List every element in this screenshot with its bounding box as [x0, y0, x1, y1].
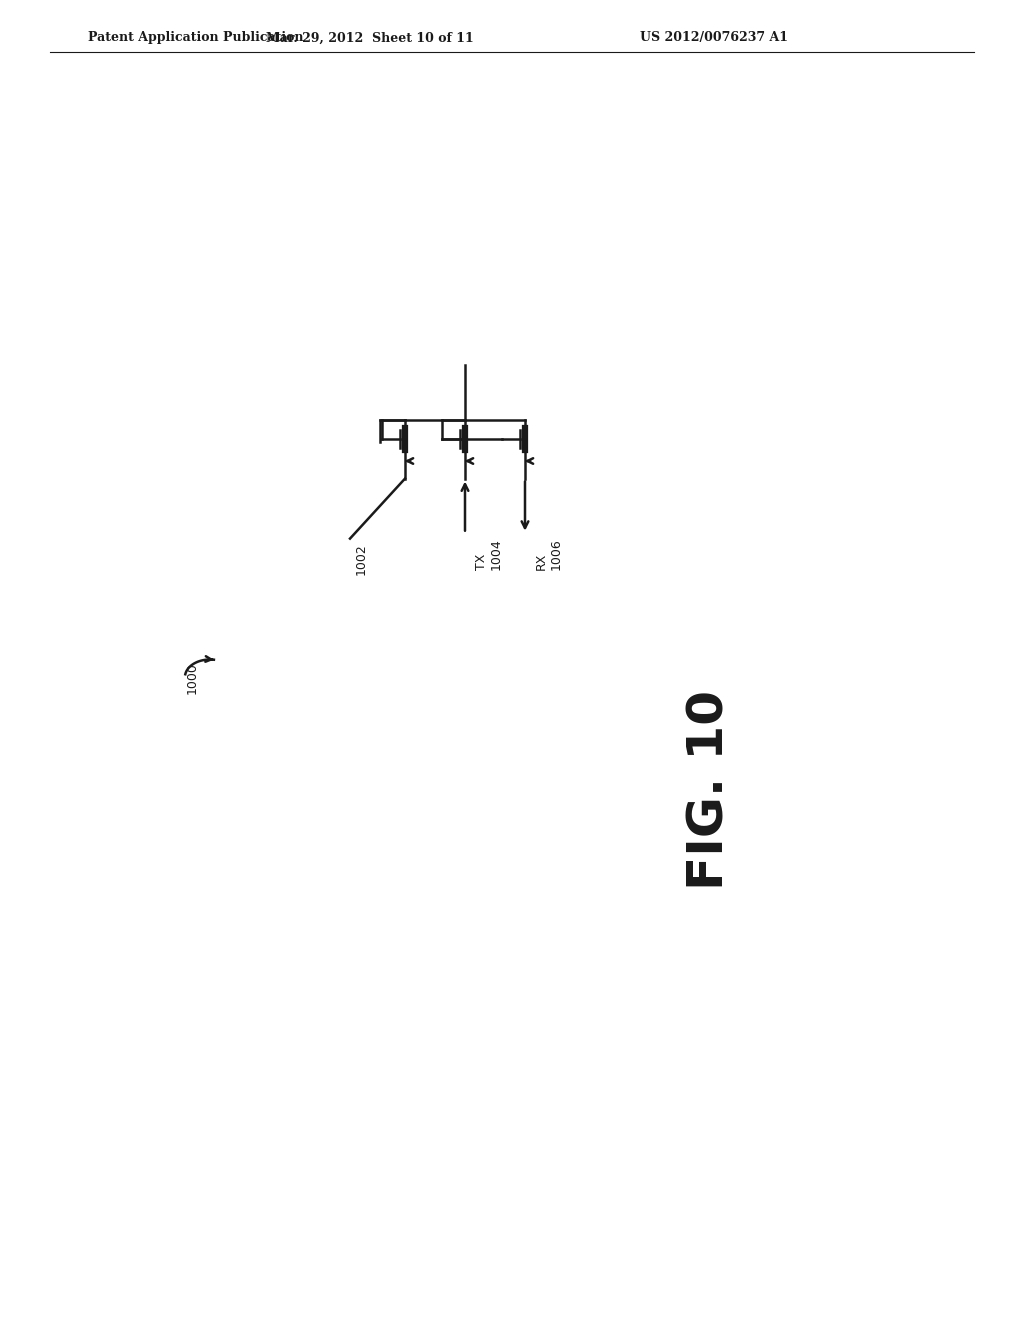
Text: TX
1004: TX 1004 — [475, 539, 503, 570]
Text: US 2012/0076237 A1: US 2012/0076237 A1 — [640, 32, 788, 45]
Text: Mar. 29, 2012  Sheet 10 of 11: Mar. 29, 2012 Sheet 10 of 11 — [266, 32, 474, 45]
Text: Patent Application Publication: Patent Application Publication — [88, 32, 303, 45]
Text: FIG. 10: FIG. 10 — [686, 690, 734, 890]
Text: RX
1006: RX 1006 — [535, 539, 563, 570]
Text: 1000: 1000 — [185, 663, 199, 694]
Text: 1002: 1002 — [355, 544, 368, 576]
